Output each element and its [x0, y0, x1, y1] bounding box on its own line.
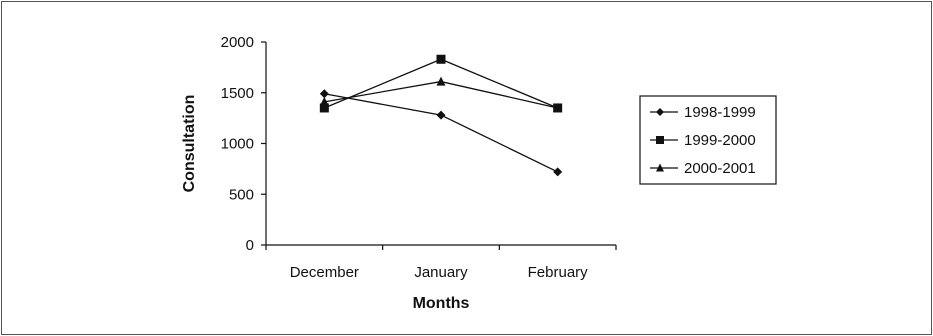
legend: 1998-1999 1999-2000 2000-2001: [639, 95, 777, 185]
y-ticks: 0 500 1000 1500 2000: [221, 34, 266, 254]
triangle-marker: [436, 76, 446, 86]
y-tick-label: 2000: [221, 34, 254, 51]
series-2000-2001: [319, 76, 563, 112]
legend-label: 1999-2000: [684, 132, 756, 149]
y-axis-title: Consultation: [181, 95, 198, 193]
y-tick-label: 500: [229, 186, 254, 203]
legend-entry: 2000-2001: [650, 160, 756, 177]
series-group: [319, 54, 563, 177]
legend-entry: 1998-1999: [650, 104, 756, 121]
y-tick-label: 0: [246, 237, 254, 254]
triangle-marker: [319, 96, 329, 106]
diamond-marker: [656, 108, 664, 116]
triangle-marker: [656, 163, 664, 172]
square-marker: [656, 136, 664, 144]
y-tick-label: 1500: [221, 85, 254, 102]
diamond-marker: [319, 89, 329, 99]
x-ticks: December January February: [265, 245, 617, 281]
y-tick-label: 1000: [221, 136, 254, 153]
legend-label: 2000-2001: [684, 160, 756, 177]
triangle-marker: [553, 102, 563, 112]
legend-label: 1998-1999: [684, 104, 756, 121]
square-marker: [436, 54, 446, 64]
series-1998-1999: [319, 89, 563, 177]
series-line: [324, 93, 558, 173]
x-tick-label: February: [528, 264, 589, 281]
axes: [265, 42, 616, 246]
diamond-marker: [436, 110, 446, 120]
x-axis-title: Months: [413, 295, 470, 312]
legend-entry: 1999-2000: [650, 132, 756, 149]
x-tick-label: January: [414, 264, 468, 281]
diamond-marker: [553, 167, 563, 177]
square-marker: [319, 103, 329, 113]
x-tick-label: December: [290, 264, 359, 281]
